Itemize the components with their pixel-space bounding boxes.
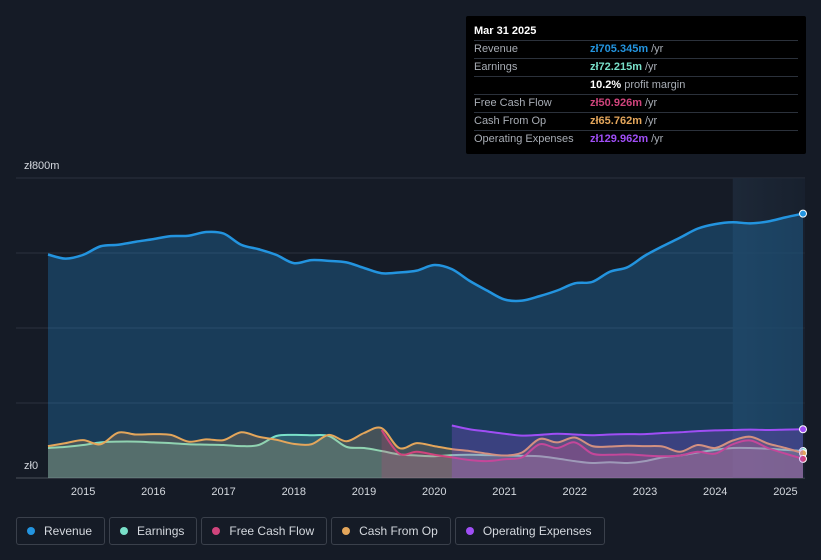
x-tick-label: 2016	[141, 486, 165, 498]
legend-item-cash-from-op[interactable]: Cash From Op	[331, 517, 451, 545]
tooltip-date: Mar 31 2025	[474, 25, 537, 37]
legend-dot-icon	[27, 527, 35, 535]
x-tick-label: 2019	[352, 486, 376, 498]
legend-dot-icon	[120, 527, 129, 535]
operating-expenses-area	[451, 425, 803, 478]
tooltip-row-value: zł129.962m	[590, 133, 649, 145]
tooltip-row-unit: /yr	[644, 97, 658, 109]
tooltip-row-label	[474, 77, 590, 94]
x-tick-label: 2015	[71, 486, 95, 498]
legend-item-revenue[interactable]: Revenue	[16, 517, 106, 545]
tooltip-row-value: zł705.345m	[590, 43, 649, 55]
data-tooltip: Mar 31 2025 Revenue zł705.345m/yr Earnings…	[466, 16, 806, 154]
tooltip-row-label: Free Cash Flow	[474, 97, 552, 109]
tooltip-row: Revenue zł705.345m/yr	[474, 40, 798, 58]
free-cash-flow-line	[380, 429, 804, 463]
tooltip-row-label: Operating Expenses	[474, 133, 574, 145]
legend-label: Operating Expenses	[482, 524, 592, 538]
legend-dot-icon	[342, 527, 351, 535]
tooltip-row-label: Earnings	[474, 61, 518, 73]
tooltip-row: 10.2% profit margin	[474, 76, 798, 94]
y-axis-min-label: zł0	[24, 460, 39, 472]
x-tick-label: 2025	[773, 486, 797, 498]
tooltip-row-label: Cash From Op	[474, 115, 547, 127]
legend-label: Cash From Op	[359, 524, 438, 538]
x-tick-label: 2023	[633, 486, 657, 498]
chart-legend: Revenue Earnings Free Cash Flow Cash From O…	[16, 517, 605, 547]
tooltip-row: Operating Expenses zł129.962m/yr	[474, 130, 798, 148]
x-tick-label: 2021	[492, 486, 516, 498]
tooltip-row-unit: /yr	[651, 133, 664, 145]
tooltip-row-unit: /yr	[644, 115, 658, 127]
legend-dot-icon	[212, 527, 221, 535]
tooltip-row-value: 10.2%	[590, 79, 622, 91]
cash-from-op-line	[47, 426, 804, 457]
tooltip-row: Earnings zł72.215m/yr	[474, 58, 798, 76]
forecast-highlight	[732, 178, 805, 478]
x-tick-label: 2017	[211, 486, 235, 498]
revenue-area	[48, 213, 803, 478]
legend-item-free-cash-flow[interactable]: Free Cash Flow	[201, 517, 328, 545]
tooltip-row: Cash From Op zł65.762m/yr	[474, 112, 798, 130]
tooltip-row: Free Cash Flow zł50.926m/yr	[474, 94, 798, 112]
y-axis-max-label: zł800m	[24, 160, 60, 172]
tooltip-rows: Revenue zł705.345m/yr Earnings zł72.215m/yr…	[474, 40, 798, 148]
legend-item-earnings[interactable]: Earnings	[109, 517, 198, 545]
series-group	[47, 209, 807, 478]
free-cash-flow-endpoint	[799, 454, 807, 463]
tooltip-row-unit: /yr	[644, 61, 658, 73]
tooltip-row-value: zł72.215m	[590, 61, 642, 73]
grid-lines	[16, 177, 805, 479]
legend-item-operating-expenses[interactable]: Operating Expenses	[454, 517, 605, 545]
highlight-band	[732, 178, 805, 478]
tooltip-row-value: zł50.926m	[590, 97, 642, 109]
legend-dot-icon	[465, 527, 474, 535]
revenue-endpoint	[799, 209, 807, 218]
x-tick-label: 2022	[563, 486, 587, 498]
x-axis-ticks: 2015 2016 2017 2018 2019 2020 2021 2022 2023 2024…	[71, 486, 798, 498]
revenue-line	[47, 212, 804, 303]
tooltip-row-label: Revenue	[474, 43, 519, 55]
tooltip-row-unit: /yr	[651, 43, 664, 55]
x-tick-label: 2024	[703, 486, 727, 498]
tooltip-row-unit: profit margin	[624, 79, 686, 91]
tooltip-row-value: zł65.762m	[590, 115, 642, 127]
legend-label: Revenue	[44, 524, 93, 538]
x-tick-label: 2018	[282, 486, 306, 498]
legend-label: Free Cash Flow	[229, 524, 315, 538]
x-tick-label: 2020	[422, 486, 446, 498]
legend-label: Earnings	[137, 524, 185, 538]
operating-expenses-line	[451, 424, 804, 437]
operating-expenses-endpoint	[799, 425, 807, 434]
